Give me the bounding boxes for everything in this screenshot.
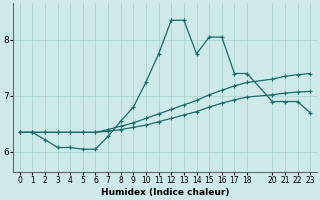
X-axis label: Humidex (Indice chaleur): Humidex (Indice chaleur) — [101, 188, 229, 197]
